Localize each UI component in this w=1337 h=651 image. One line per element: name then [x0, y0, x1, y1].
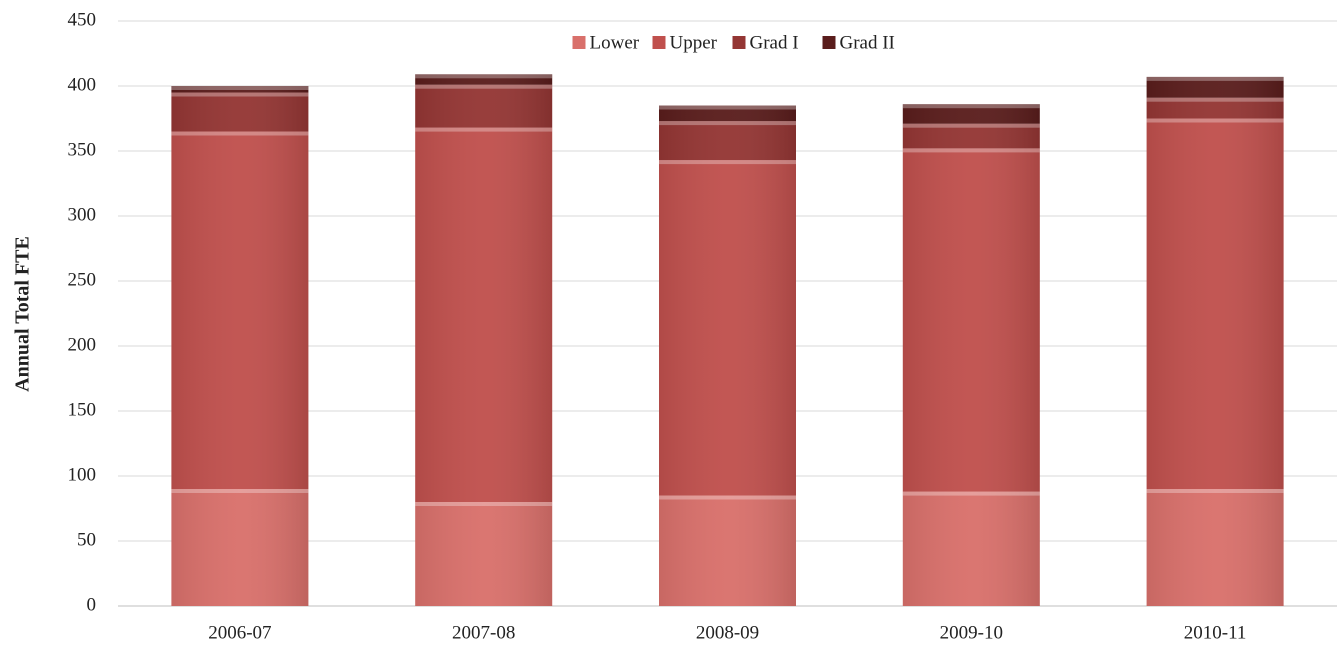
bar-bevel — [659, 121, 796, 126]
y-tick-label: 400 — [68, 74, 97, 95]
bar-bevel — [1146, 118, 1284, 123]
bar-bevel — [171, 92, 309, 97]
y-tick-label: 350 — [68, 139, 97, 160]
bar-shade — [902, 491, 1040, 606]
bar-bevel — [171, 131, 309, 136]
x-tick-label: 2009-10 — [940, 622, 1003, 643]
bar-bevel — [902, 104, 1040, 109]
bar-shade — [659, 495, 796, 606]
bar-shade — [902, 123, 1040, 149]
bar-bevel — [171, 86, 309, 90]
bar-bevel — [171, 489, 309, 493]
bar-shade — [415, 127, 553, 502]
y-tick-label: 250 — [68, 269, 97, 290]
x-tick-label: 2008-09 — [696, 622, 759, 643]
bar-shade — [1146, 97, 1284, 119]
bar-bevel — [415, 502, 553, 506]
y-tick-label: 300 — [68, 204, 97, 225]
bar-shade — [171, 92, 309, 132]
bar-shade — [1146, 118, 1284, 489]
bar-bevel — [415, 74, 553, 79]
bar-bevel — [902, 123, 1040, 128]
bar-bevel — [1146, 489, 1284, 493]
y-axis-label: Annual Total FTE — [12, 236, 34, 392]
legend-label: Upper — [670, 32, 718, 53]
y-tick-label: 200 — [68, 334, 97, 355]
bar-shade — [659, 160, 796, 496]
bar-shade — [415, 502, 553, 606]
bar-bevel — [415, 84, 553, 89]
bar-shade — [171, 489, 309, 606]
y-tick-label: 100 — [68, 464, 97, 485]
bar-bevel — [415, 127, 553, 132]
legend-swatch — [732, 36, 746, 49]
bar-bevel — [902, 491, 1040, 496]
legend-swatch — [572, 36, 586, 49]
legend-swatch — [652, 36, 666, 49]
bar-shade — [171, 131, 309, 489]
y-tick-label: 150 — [68, 399, 97, 420]
bar-bevel — [659, 495, 796, 500]
bar-bevel — [659, 105, 796, 110]
y-tick-label: 0 — [87, 594, 97, 615]
bar-shade — [1146, 489, 1284, 606]
bar-bevel — [1146, 97, 1284, 102]
bar-shade — [171, 86, 309, 93]
bar-shade — [659, 121, 796, 161]
bar-shade — [659, 105, 796, 122]
legend-label: Grad II — [840, 32, 895, 53]
y-tick-label: 450 — [68, 9, 97, 30]
bar-shade — [902, 104, 1040, 124]
bar-shade — [902, 148, 1040, 492]
x-tick-label: 2007-08 — [452, 622, 515, 643]
x-tick-label: 2006-07 — [208, 622, 271, 643]
bar-shade — [1146, 76, 1284, 98]
bar-shade — [415, 74, 553, 85]
x-tick-label: 2010-11 — [1184, 622, 1247, 643]
bar-bevel — [1146, 76, 1284, 81]
y-tick-label: 50 — [77, 529, 96, 550]
bar-bevel — [659, 160, 796, 165]
bar-shade — [415, 84, 553, 128]
bar-bevel — [902, 148, 1040, 153]
legend-swatch — [822, 36, 836, 49]
legend-label: Lower — [590, 32, 640, 53]
legend-label: Grad I — [750, 32, 799, 53]
